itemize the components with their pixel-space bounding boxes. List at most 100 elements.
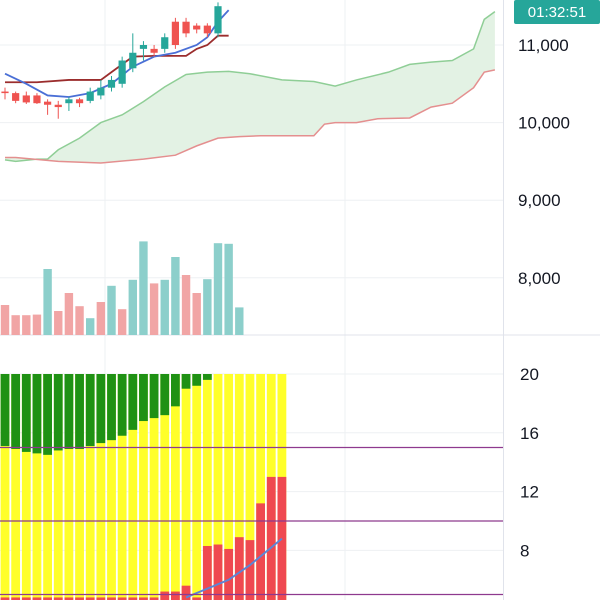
osc-yellow-bar [213,374,223,600]
clock-text: 01:32:51 [528,4,586,21]
candle-body [129,52,137,69]
volume-bar [107,285,116,335]
osc-green-bar [0,374,10,447]
osc-red-bar [266,476,276,600]
osc-red-bar [160,591,170,600]
volume-bar [171,257,180,335]
osc-yellow-bar [107,374,116,600]
osc-red-bar [96,597,106,600]
osc-red-bar [139,597,148,600]
osc-green-bar [202,374,212,380]
osc-yellow-bar [21,374,31,600]
osc-tick-label: 8 [520,541,529,560]
candle-body [150,48,158,53]
osc-yellow-bar [0,374,10,600]
osc-green-bar [107,374,116,441]
osc-red-bar [11,597,21,600]
price-tick-label: 11,000 [518,36,569,55]
osc-yellow-bar [149,374,159,600]
candlesticks [1,2,222,119]
volume-bar [128,279,137,335]
osc-yellow-bar [245,374,255,600]
volume-bar [192,293,201,335]
candle-body [44,101,52,105]
osc-yellow-bar [117,374,127,600]
candle-body [75,99,84,104]
volume-bar [117,309,127,335]
candle-body [193,25,201,30]
candle-body [12,93,20,101]
osc-yellow-bar [11,374,21,600]
volume-bar [22,315,31,335]
osc-yellow-bar [64,374,74,600]
volume-bar [213,243,223,335]
osc-tick-label: 16 [520,424,539,443]
osc-yellow-bar [171,374,180,600]
osc-red-bar [192,597,202,600]
candle-body [65,99,73,104]
osc-yellow-bar [224,374,234,600]
osc-yellow-bar [43,374,52,600]
osc-green-bar [53,374,63,451]
volume-bar [139,241,148,335]
candle-body [161,37,169,49]
osc-green-bar [192,374,202,386]
volume-bar [149,283,159,335]
volume-bar [203,279,212,335]
candle-body [182,21,190,34]
osc-tick-label: 20 [520,365,539,384]
osc-red-bar [213,544,223,600]
span-a-line [4,11,496,163]
osc-tick-label: 12 [520,483,539,502]
osc-yellow-bar [53,374,63,600]
candle-body [214,6,222,34]
volume-bar [86,318,95,335]
osc-green-bar [181,374,191,389]
osc-yellow-bar [181,374,191,600]
osc-red-bar [75,597,84,600]
osc-red-bar [171,591,180,600]
osc-green-bar [85,374,95,447]
osc-yellow-bar [128,374,138,600]
osc-red-bar [277,476,287,600]
osc-red-bar [256,503,265,600]
osc-green-bar [11,374,21,449]
price-axis[interactable]: 11,000 10,000 9,000 8,000 20 16 12 8 [518,36,570,560]
osc-green-bar [75,374,84,449]
osc-green-bar [160,374,170,416]
osc-red-bar [107,597,116,600]
osc-red-bar [53,597,63,600]
volume-bar [75,306,84,335]
osc-red-bar [43,597,52,600]
volume-bar [11,315,20,335]
clock-label: 01:32:51 [514,0,600,24]
osc-red-bar [181,585,191,600]
candle-body [22,95,30,103]
candle-body [171,21,179,45]
candle-body [33,95,41,104]
candle-body [86,91,94,101]
volume-bar [96,302,106,335]
volume-bar [160,279,169,335]
candle-body [139,45,148,49]
osc-green-bar [117,374,127,436]
osc-yellow-bar [85,374,95,600]
osc-yellow-bar [139,374,148,600]
osc-red-bar [128,597,138,600]
volume-bars [0,241,244,335]
osc-red-bar [32,597,42,600]
osc-red-bar [21,597,31,600]
price-tick-label: 10,000 [518,114,570,133]
osc-red-bar [85,597,95,600]
osc-red-bar [64,597,74,600]
oscillator-pane [0,374,503,600]
candle-body [118,60,126,84]
osc-yellow-bar [96,374,106,600]
osc-yellow-bar [75,374,84,600]
osc-red-bar [202,545,212,600]
osc-red-bar [245,540,255,600]
osc-yellow-bar [234,374,244,600]
osc-red-bar [117,597,127,600]
osc-signal-line [185,537,283,599]
